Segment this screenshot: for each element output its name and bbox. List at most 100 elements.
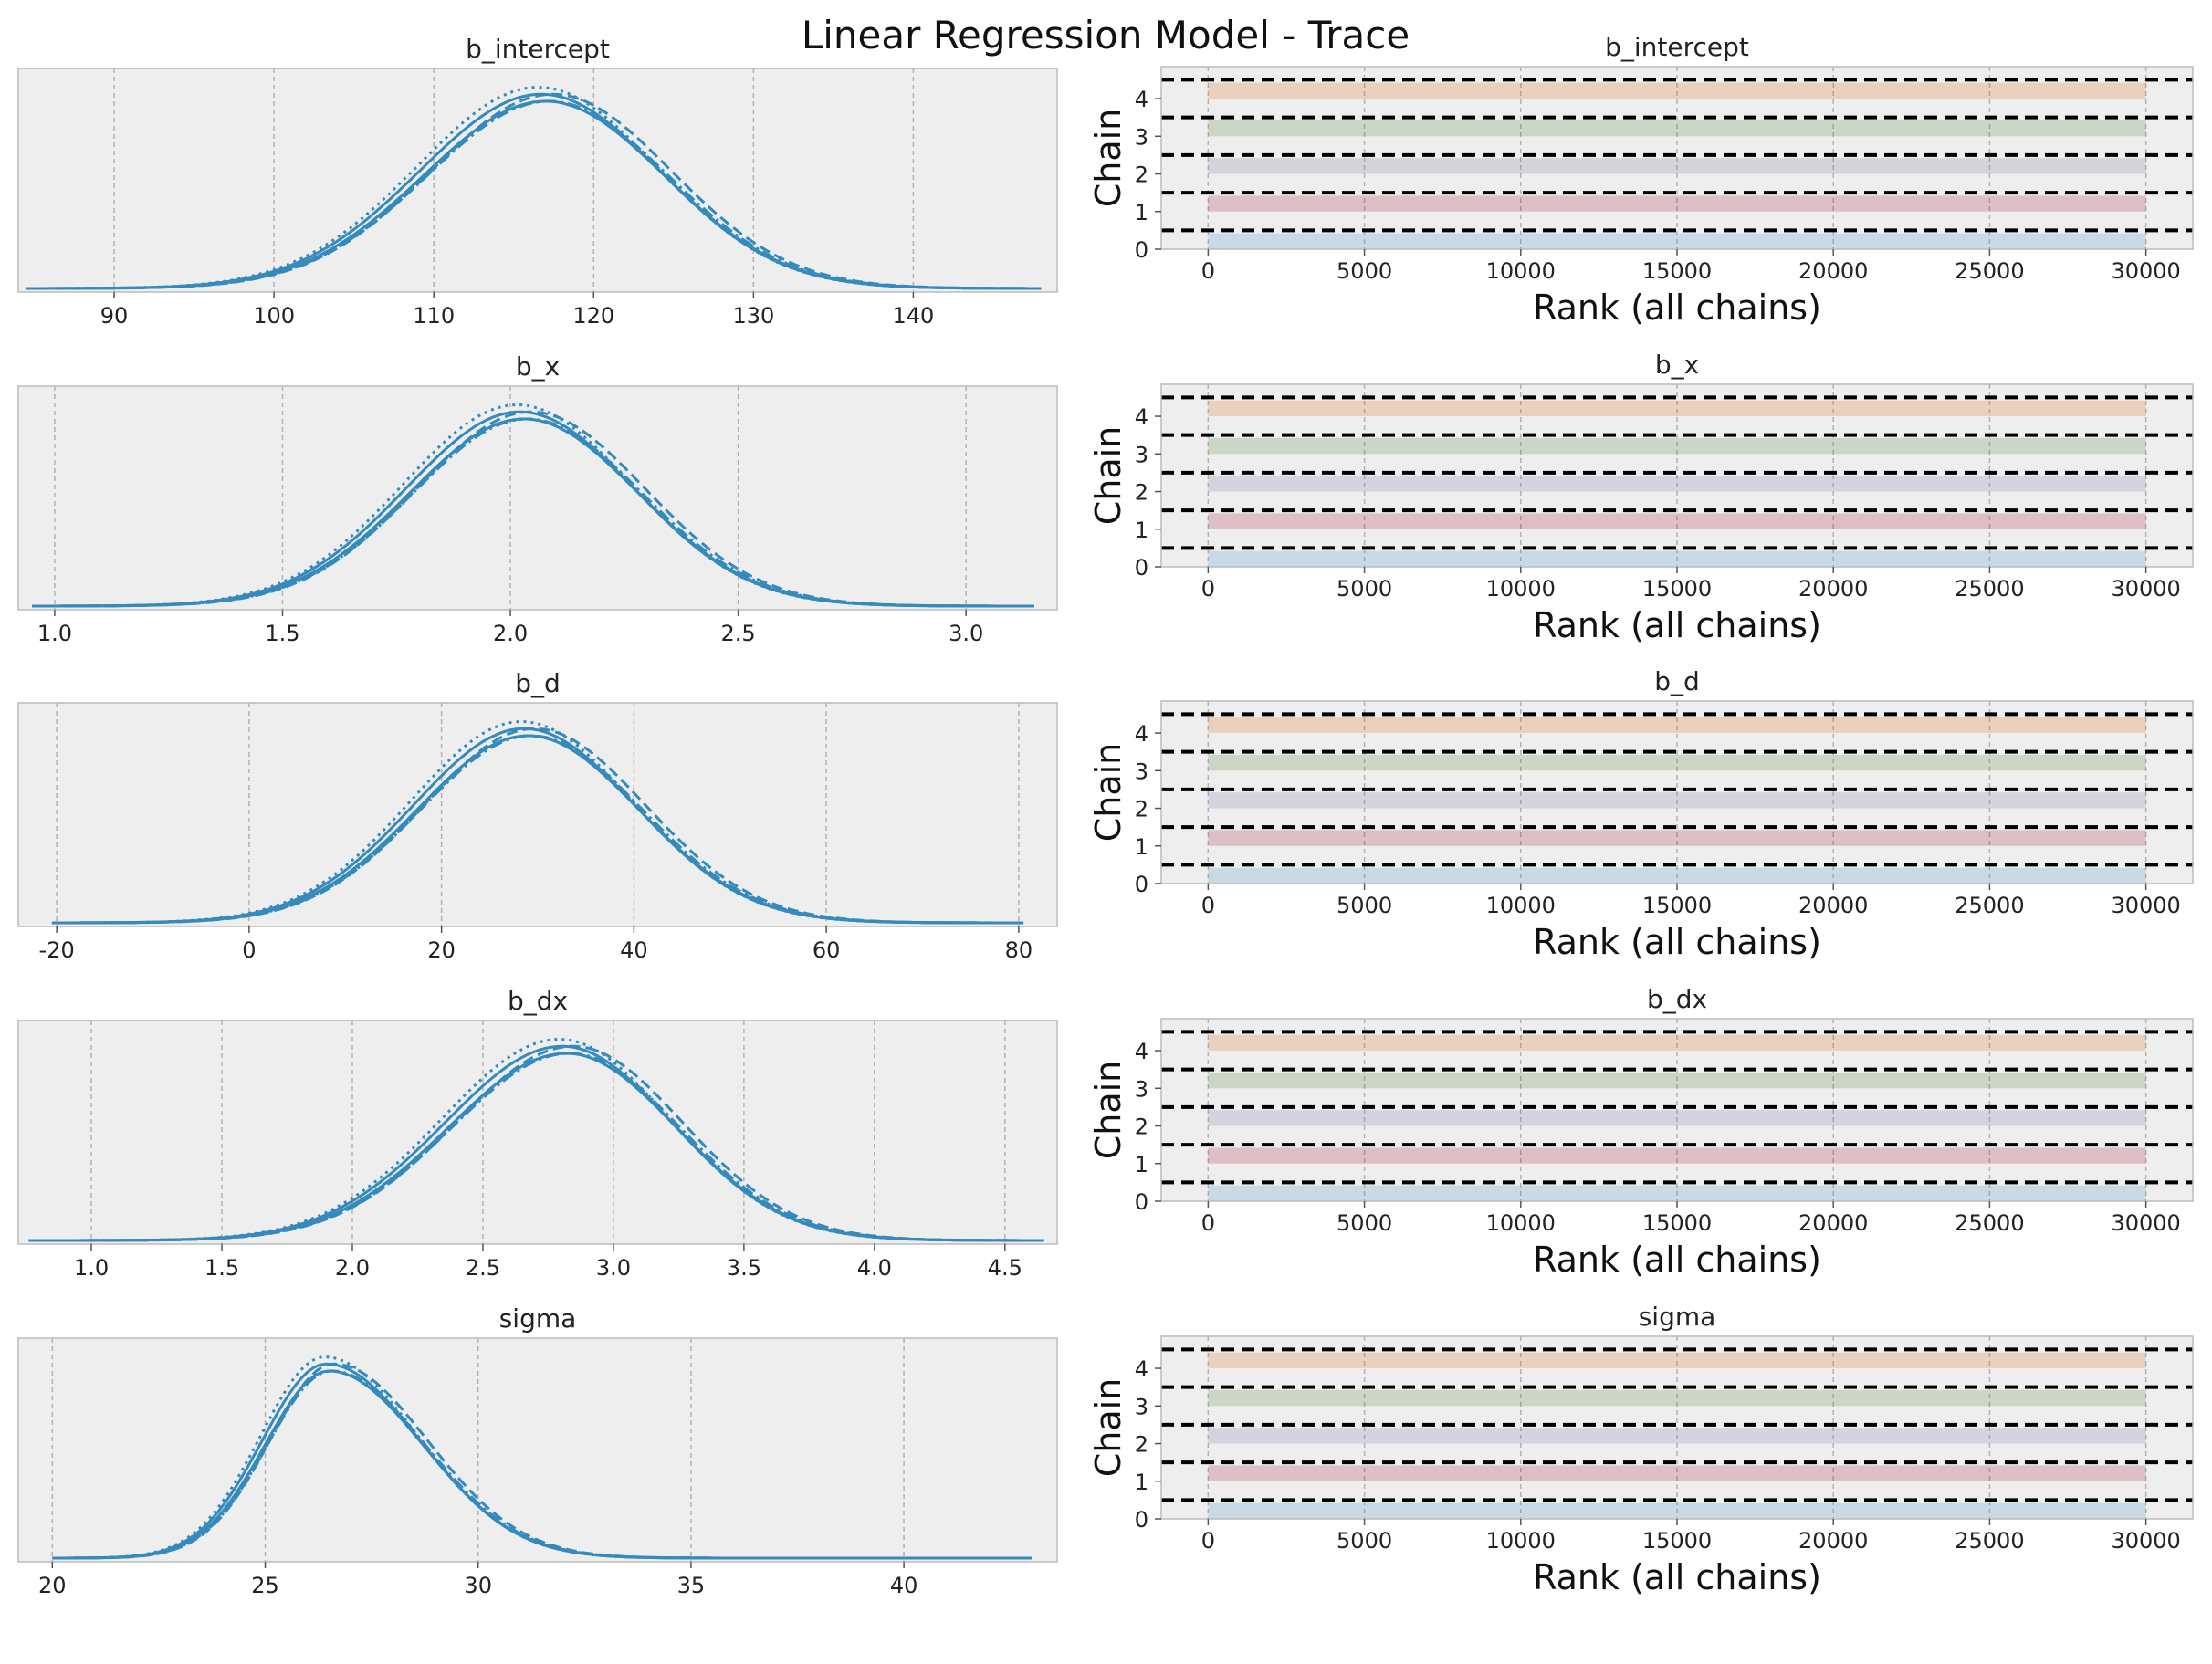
figure-suptitle: Linear Regression Model - Trace [802,13,1410,58]
kde-xtick-label: 1.0 [74,1255,109,1281]
rank-chain-4-bars [1208,400,2146,417]
kde-xtick-label: 20 [38,1573,67,1598]
rank-ytick-label: 3 [1135,124,1148,150]
rank-xtick-label: 15000 [1642,258,1712,284]
rank-xtick-label: 25000 [1955,258,2024,284]
rank-chain-1-bars [1208,1465,2146,1481]
rank-ytick-label: 3 [1135,1394,1148,1419]
rank-ytick-label: 0 [1135,1507,1148,1533]
kde-axes-frame [17,702,1058,927]
kde-axes-background [18,703,1057,926]
rank-xtick-label: 15000 [1642,576,1712,602]
rank-xtick-label: 5000 [1337,1528,1392,1554]
rank-xtick-label: 0 [1201,258,1215,284]
kde-chain-4-curve [89,727,1024,925]
rank-ytick-label: 0 [1135,1189,1148,1215]
rank-ytick-label: 0 [1135,555,1148,581]
rank-xlabel: Rank (all chains) [1533,605,1821,645]
rank-chain-4-bars [1208,1034,2146,1052]
kde-xtick-label: 1.5 [265,621,299,646]
rank-xtick-label: 25000 [1955,576,2024,602]
kde-axes-frame [17,68,1058,293]
rank-chain-1-bars [1208,513,2146,529]
rank-chain-2-bars [1208,158,2146,174]
rank-ytick-label: 1 [1135,1470,1148,1495]
kde-xtick-label: 40 [890,1573,918,1598]
kde-xtick-label: 4.0 [857,1255,892,1281]
kde-xtick-label: 140 [893,303,935,329]
kde-chain-4-curve [71,410,1034,608]
rank-xtick-label: 5000 [1337,1210,1392,1236]
rank-xlabel: Rank (all chains) [1533,1240,1821,1280]
kde-xtick-label: 3.5 [727,1255,761,1281]
kde-panel-title: b_intercept [466,34,610,64]
kde-xtick-label: 2.5 [466,1255,500,1281]
rank-ytick-label: 4 [1135,87,1148,112]
rank-ylabel: Chain [1088,1378,1128,1478]
rank-panel-sigma: 0 5000 10000 15000 20000 25000 30000 0 1 2 3 4 sigma… [1088,1302,2194,1597]
rank-ylabel: Chain [1088,1061,1128,1160]
rank-chain-4-bars [1208,82,2146,99]
rank-ytick-label: 1 [1135,1152,1148,1177]
kde-panel-title: b_x [516,351,560,382]
rank-xtick-label: 30000 [2111,258,2180,284]
kde-panel-b_x: 1.0 1.5 2.0 2.5 3.0 b_x [17,351,1058,646]
rank-xtick-label: 5000 [1337,576,1392,602]
kde-panel-title: sigma [499,1303,577,1334]
kde-chain-4-curve [68,92,1042,290]
rank-panel-b_d: 0 5000 10000 15000 20000 25000 30000 0 1 2 3 4 b_d Ra… [1088,666,2194,962]
rank-chain-2-bars [1208,476,2146,492]
rank-xtick-label: 15000 [1642,1210,1712,1236]
rank-panel-b_intercept: 0 5000 10000 15000 20000 25000 30000 0 1 2 3 4 b_int… [1088,32,2194,328]
rank-xtick-label: 25000 [1955,1528,2024,1554]
rank-ytick-label: 3 [1135,1076,1148,1102]
rank-panel-b_dx: 0 5000 10000 15000 20000 25000 30000 0 1 2 3 4 b_dx R… [1088,984,2194,1280]
kde-xtick-label: 90 [100,303,129,329]
rank-chain-0-bars [1208,867,2146,884]
rank-xtick-label: 25000 [1955,1210,2024,1236]
rank-panel-b_x: 0 5000 10000 15000 20000 25000 30000 0 1 2 3 4 b_x Ra… [1088,350,2194,645]
kde-xtick-label: 100 [253,303,295,329]
kde-xtick-label: 130 [732,303,774,329]
rank-chain-2-bars [1208,1428,2146,1444]
rank-chain-3-bars [1208,437,2146,455]
rank-xtick-label: 20000 [1798,576,1868,602]
rank-xtick-label: 10000 [1486,893,1556,918]
kde-axes-frame [17,1020,1058,1245]
rank-ytick-label: 2 [1135,480,1148,506]
rank-ytick-label: 4 [1135,1356,1148,1382]
rank-xtick-label: 10000 [1486,258,1556,284]
rank-panel-title: b_d [1654,666,1700,696]
kde-axes-background [18,1338,1057,1562]
rank-xtick-label: 30000 [2111,576,2180,602]
kde-xtick-label: 3.0 [949,621,983,646]
kde-panel-title: b_dx [508,986,568,1016]
rank-ytick-label: 1 [1135,834,1148,860]
rank-xtick-label: 10000 [1486,1210,1556,1236]
rank-ytick-label: 3 [1135,442,1148,467]
rank-xtick-label: 0 [1201,1528,1215,1554]
rank-xtick-label: 10000 [1486,576,1556,602]
rank-panel-title: sigma [1639,1302,1716,1332]
rank-chain-4-bars [1208,717,2146,734]
rank-xtick-label: 5000 [1337,893,1392,918]
kde-chain-2-curve [26,85,1027,290]
rank-xtick-label: 5000 [1337,258,1392,284]
rank-ytick-label: 0 [1135,237,1148,263]
kde-xtick-label: -20 [39,937,75,963]
kde-xtick-label: 40 [620,937,648,963]
rank-chain-0-bars [1208,1502,2146,1519]
kde-axes-background [18,386,1057,610]
kde-xtick-label: 2.0 [335,1255,370,1281]
rank-chain-3-bars [1208,120,2146,137]
rank-xlabel: Rank (all chains) [1533,922,1821,962]
rank-ytick-label: 4 [1135,404,1148,430]
rank-chain-3-bars [1208,1072,2146,1089]
rank-ylabel: Chain [1088,743,1128,842]
kde-panel-title: b_d [515,668,561,698]
kde-xtick-label: 2.0 [493,621,528,646]
rank-xtick-label: 20000 [1798,258,1868,284]
kde-panel-b_d: -20 0 20 40 60 80 b_d [17,668,1058,963]
kde-xtick-label: 0 [242,937,256,963]
kde-xtick-label: 35 [677,1573,706,1598]
